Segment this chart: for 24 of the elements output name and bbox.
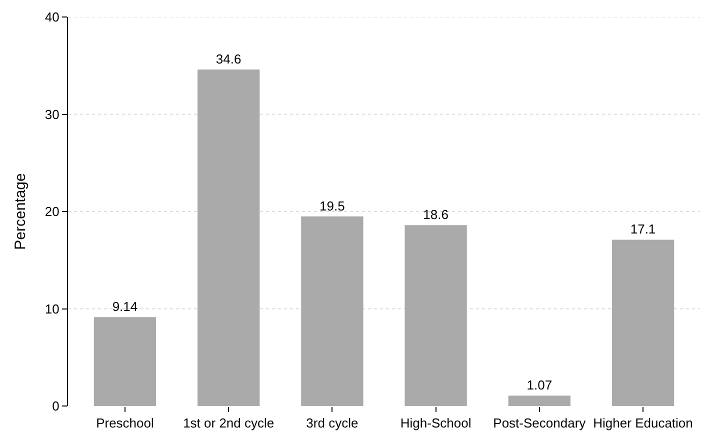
data-label: 19.5: [320, 198, 345, 214]
data-label: 18.6: [423, 207, 448, 222]
y-tick-label: 20: [44, 204, 60, 220]
bar: [94, 317, 156, 406]
bar: [508, 396, 570, 406]
bar: [198, 70, 260, 406]
bar: [301, 216, 364, 406]
x-tick-label: Post-Secondary: [493, 416, 586, 431]
x-tick-label: 3rd cycle: [306, 416, 358, 431]
bar: [612, 240, 674, 406]
x-tick-label: Preschool: [96, 416, 154, 431]
data-label: 34.6: [216, 52, 242, 67]
data-label: 17.1: [630, 222, 656, 237]
x-tick-label: Higher Education: [593, 416, 693, 431]
bar: [404, 225, 467, 406]
y-tick-label: 0: [52, 398, 60, 414]
data-label: 1.07: [526, 378, 552, 393]
x-tick-label: 1st or 2nd cycle: [183, 416, 274, 431]
y-axis-title: Percentage: [12, 173, 30, 250]
data-label: 9.14: [112, 299, 138, 314]
y-tick-label: 40: [44, 10, 60, 25]
y-tick-label: 10: [44, 301, 60, 316]
x-tick-label: High-School: [400, 416, 472, 431]
y-tick-label: 30: [44, 106, 60, 122]
